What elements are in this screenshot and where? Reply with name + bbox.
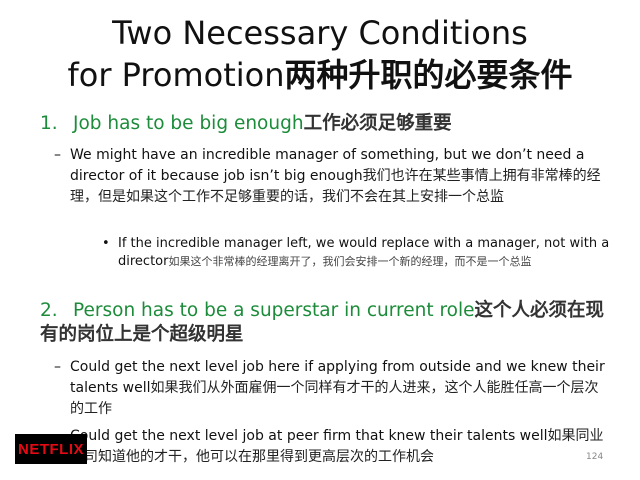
- netflix-logo: NETFLIX: [15, 434, 87, 464]
- point-2-sub-1: – Could get the next level job here if a…: [54, 357, 610, 420]
- point-1-bullet-1-en: If the incredible manager left, we would…: [118, 236, 610, 269]
- point-1-en: Job has to be big enough: [73, 113, 304, 134]
- point-2-cn: 这个人必须在现有的岗位上是个超级明星: [40, 300, 605, 345]
- dash-marker: –: [54, 147, 61, 163]
- netflix-logo-text: NETFLIX: [18, 440, 84, 458]
- point-1-sub-1-cn: 我们也许在某些事情上拥有非常棒的经理，但是如果这个工作不足够重要的话，我们不会在…: [70, 168, 601, 205]
- title-line-1: Two Necessary Conditions: [112, 14, 528, 52]
- slide-title: Two Necessary Conditions for Promotion两种…: [20, 12, 620, 96]
- point-2-en: Person has to be a superstar in current …: [73, 300, 475, 321]
- point-1-cn: 工作必须足够重要: [303, 113, 452, 134]
- point-1: 1. Job has to be big enough工作必须足够重要: [40, 112, 620, 136]
- dash-marker: –: [54, 359, 61, 375]
- point-2-sub-1-en: Could get the next level job here if app…: [70, 359, 605, 396]
- point-2-number: 2.: [40, 300, 58, 321]
- point-2-sub-2: – Could get the next level job at peer f…: [54, 426, 610, 468]
- point-2-sub-1-cn: 如果我们从外面雇佣一个同样有才干的人进来，这个人能胜任高一个层次的工作: [70, 380, 599, 417]
- point-1-sub-1: – We might have an incredible manager of…: [54, 145, 610, 208]
- point-2-sub-2-cn: 如果同业公司知道他的才干，他可以在那里得到更高层次的工作机会: [70, 428, 604, 465]
- point-1-sub-1-en: We might have an incredible manager of s…: [70, 147, 585, 184]
- point-1-number: 1.: [40, 113, 58, 134]
- point-1-bullet-1-cn: 如果这个非常棒的经理离开了，我们会安排一个新的经理，而不是一个总监: [168, 255, 532, 268]
- title-line-2-en: for Promotion: [67, 56, 285, 94]
- page-number: 124: [586, 452, 604, 462]
- bullet-marker: •: [102, 236, 110, 251]
- title-line-2: for Promotion两种升职的必要条件: [20, 54, 620, 96]
- title-line-2-cn: 两种升职的必要条件: [284, 56, 573, 94]
- point-1-sub-1-bullet-1: • If the incredible manager left, we wou…: [102, 235, 612, 271]
- point-2: 2. Person has to be a superstar in curren…: [40, 299, 620, 347]
- point-2-sub-2-en: Could get the next level job at peer fir…: [70, 428, 548, 444]
